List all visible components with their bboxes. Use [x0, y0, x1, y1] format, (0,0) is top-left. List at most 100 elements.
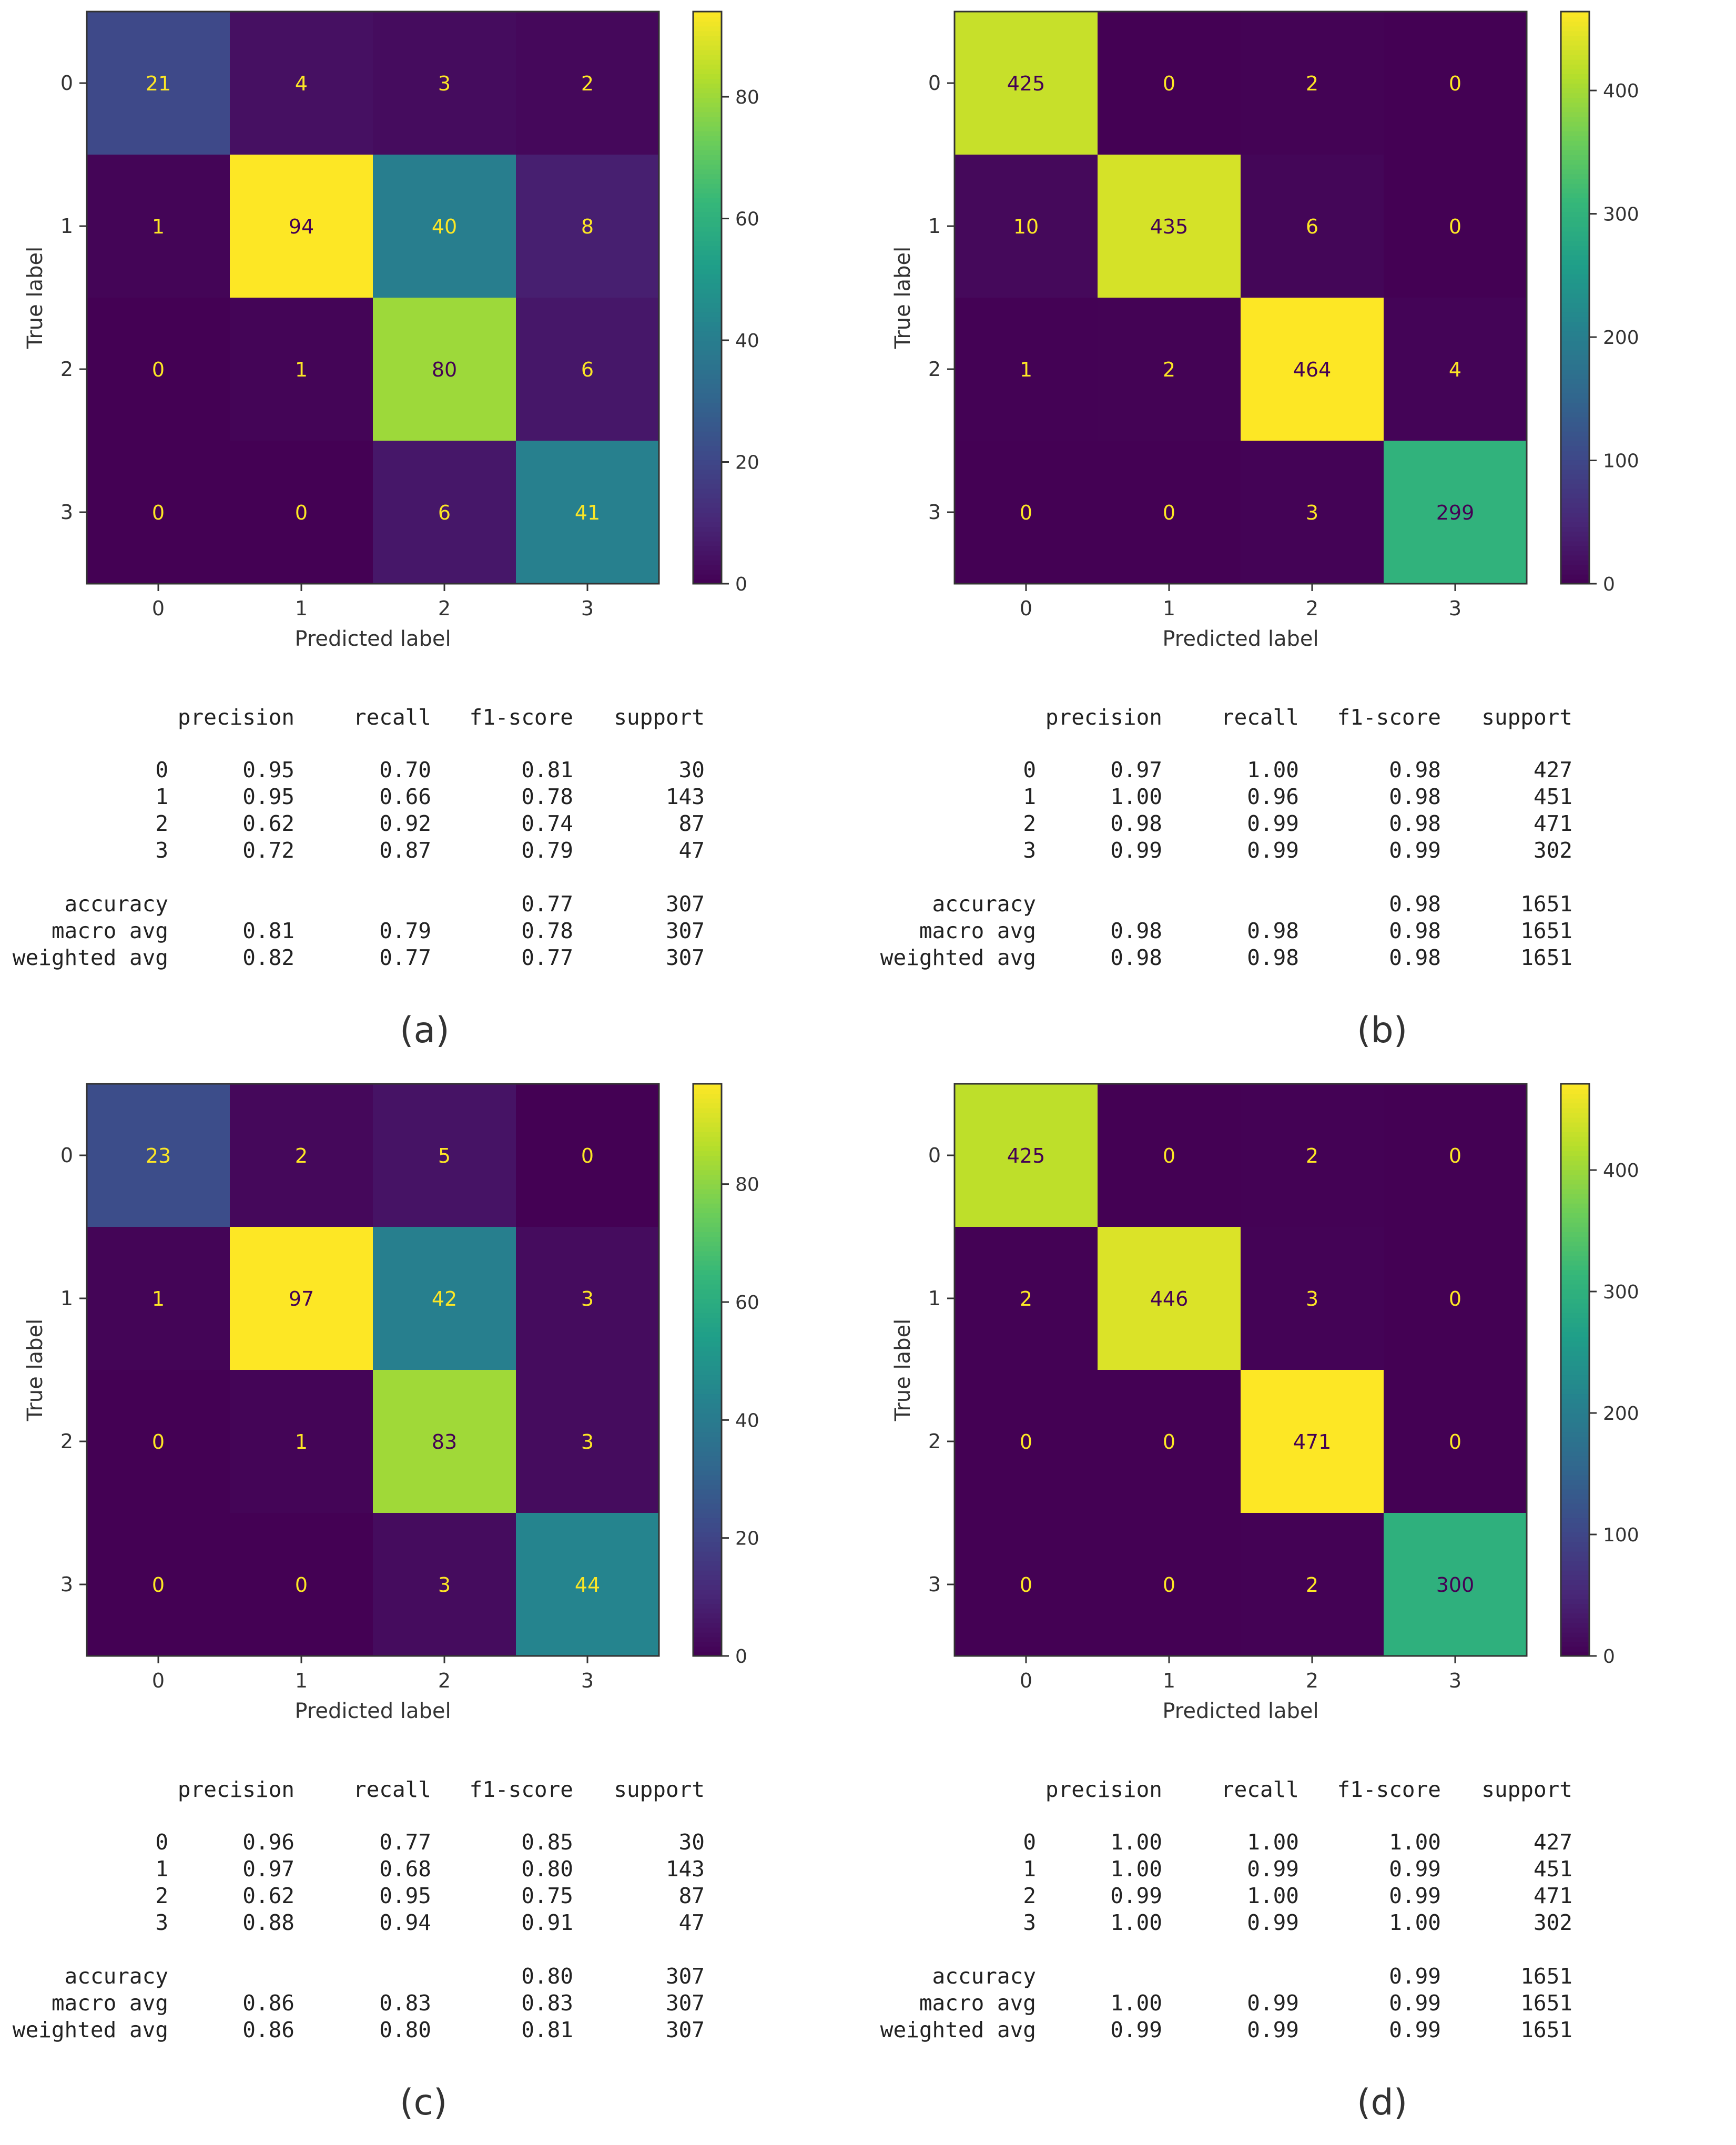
report-value: 0.83 — [379, 1990, 431, 2016]
colorbar-segment — [1561, 111, 1589, 117]
colorbar-segment — [693, 1246, 722, 1252]
colorbar-segment — [693, 1479, 722, 1485]
colorbar-segment — [1561, 59, 1589, 65]
colorbar-segment — [1561, 1537, 1589, 1542]
colorbar-segment — [693, 1084, 722, 1090]
heatmap-cell — [230, 12, 373, 155]
colorbar-segment — [693, 460, 722, 465]
colorbar-segment — [1561, 1251, 1589, 1256]
report-value: 0.86 — [242, 1990, 295, 2016]
report-value: 307 — [665, 1990, 705, 2016]
colorbar-frame — [692, 1083, 723, 1657]
colorbar-segment — [1561, 269, 1589, 275]
report-value: 0.98 — [1247, 918, 1299, 943]
colorbar-segment — [693, 450, 722, 456]
colorbar-segment — [693, 1265, 722, 1270]
colorbar-segment — [1561, 1408, 1589, 1414]
colorbar-segment — [693, 250, 722, 256]
heatmap-cell — [516, 12, 659, 155]
colorbar-segment — [693, 1188, 722, 1194]
colorbar-frame — [1560, 1083, 1590, 1657]
x-tick-label: 0 — [1020, 1669, 1032, 1692]
colorbar-segment — [1561, 1360, 1589, 1366]
colorbar-segment — [693, 1236, 722, 1242]
colorbar-segment — [1561, 445, 1589, 451]
report-summary-label: macro avg — [51, 1990, 168, 2016]
colorbar-segment — [1561, 226, 1589, 232]
cell-value-label: 299 — [1436, 501, 1475, 524]
colorbar-segment — [1561, 1103, 1589, 1109]
heatmap-cell — [1241, 1513, 1384, 1656]
colorbar-segment — [693, 1527, 722, 1533]
heatmap-cell — [516, 1370, 659, 1513]
x-tick-label: 0 — [152, 1669, 165, 1692]
colorbar-segment — [693, 1427, 722, 1432]
colorbar-segment — [693, 1350, 722, 1356]
report-summary-label: accuracy — [932, 891, 1036, 917]
heatmap-cell — [230, 1513, 373, 1656]
colorbar-segment — [693, 1089, 722, 1094]
colorbar-segment — [1561, 1622, 1589, 1628]
cell-value-label: 44 — [575, 1573, 600, 1597]
report-value: 0.98 — [1110, 945, 1162, 970]
colorbar-tick-label: 60 — [735, 209, 759, 230]
report-value: 0.97 — [1110, 757, 1162, 782]
report-value: 1651 — [1520, 1990, 1572, 2016]
colorbar-segment — [1561, 1493, 1589, 1499]
colorbar-segment — [1561, 1322, 1589, 1328]
report-value: 0.91 — [521, 1910, 573, 1935]
colorbar-segment — [1561, 307, 1589, 313]
colorbar-segment — [1561, 1350, 1589, 1356]
colorbar-segment — [1561, 264, 1589, 270]
report-value: 307 — [665, 2017, 705, 2042]
colorbar-segment — [693, 1489, 722, 1495]
colorbar-segment — [1561, 250, 1589, 256]
colorbar-segment — [693, 1565, 722, 1571]
cell-value-label: 0 — [1449, 72, 1461, 95]
colorbar-segment — [1561, 1375, 1589, 1380]
colorbar-segment — [1561, 188, 1589, 194]
colorbar-tick-label: 60 — [735, 1292, 759, 1314]
classification-report: precision recall f1-score support 0 0.96 0.77 0… — [0, 1777, 868, 2071]
heatmap-cell — [955, 1513, 1098, 1656]
report-value: 1.00 — [1110, 1856, 1162, 1882]
colorbar-segment — [1561, 1236, 1589, 1242]
cell-value-label: 0 — [152, 1573, 165, 1597]
colorbar-segment — [1561, 350, 1589, 355]
colorbar-segment — [693, 149, 722, 155]
colorbar-segment — [1561, 1336, 1589, 1342]
colorbar-segment — [1561, 1584, 1589, 1590]
colorbar-segment — [1561, 1608, 1589, 1614]
colorbar-segment — [1561, 1145, 1589, 1151]
colorbar-segment — [693, 1403, 722, 1409]
colorbar-segment — [693, 1241, 722, 1247]
colorbar-tick-label: 0 — [735, 1646, 747, 1668]
colorbar-segment — [693, 1170, 722, 1175]
colorbar-segment — [1561, 321, 1589, 327]
colorbar-segment — [1561, 1641, 1589, 1647]
cell-value-label: 0 — [1163, 1430, 1175, 1453]
colorbar-segment — [1561, 1317, 1589, 1323]
report-header: support — [1481, 705, 1572, 730]
cell-value-label: 0 — [1163, 501, 1175, 524]
heatmap-frame — [953, 11, 1528, 585]
colorbar-segment — [693, 1288, 722, 1294]
colorbar-segment — [693, 1456, 722, 1461]
colorbar-segment — [693, 1203, 722, 1208]
cell-value-label: 0 — [152, 1430, 165, 1453]
colorbar-segment — [693, 541, 722, 546]
colorbar-segment — [693, 1217, 722, 1223]
colorbar-segment — [693, 169, 722, 175]
cell-value-label: 2 — [1163, 358, 1175, 381]
report-value: 143 — [665, 1856, 705, 1882]
heatmap-cell — [1384, 1227, 1527, 1370]
colorbar-segment — [1561, 155, 1589, 160]
colorbar-segment — [693, 1150, 722, 1156]
colorbar-segment — [693, 350, 722, 355]
report-value: 451 — [1533, 784, 1572, 809]
report-value: 1.00 — [1247, 757, 1299, 782]
colorbar-segment — [1561, 545, 1589, 551]
colorbar-segment — [1561, 1288, 1589, 1294]
colorbar-segment — [1561, 1498, 1589, 1504]
cell-value-label: 2 — [1306, 1144, 1318, 1167]
